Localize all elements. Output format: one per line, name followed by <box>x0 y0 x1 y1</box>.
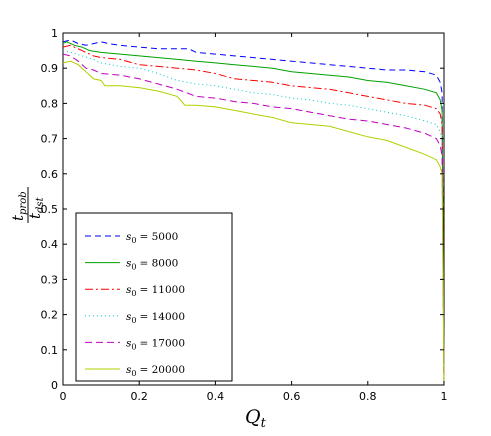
x-tick-label: 0.6 <box>283 390 301 403</box>
y-tick-label: 0.1 <box>41 344 59 357</box>
x-tick-label: 0 <box>60 390 67 403</box>
legend-sub: 0 <box>131 316 136 325</box>
legend-label-1: s0 = 5000 <box>126 231 178 245</box>
legend-value: = 5000 <box>139 231 178 243</box>
series-layer <box>62 39 445 386</box>
y-tick-label: 0.3 <box>41 273 59 286</box>
x-tick-label: 0.2 <box>130 390 148 403</box>
series-line-2 <box>62 41 445 386</box>
svg-text:tdst: tdst <box>26 196 46 219</box>
legend-label-5: s0 = 17000 <box>126 337 185 351</box>
legend-sub: 0 <box>131 369 136 378</box>
y-tick-label: 0.4 <box>41 238 59 251</box>
legend-value: = 11000 <box>139 284 185 296</box>
legend-sub: 0 <box>131 263 136 272</box>
legend-var: s <box>126 284 132 296</box>
legend-label-6: s0 = 20000 <box>126 364 185 378</box>
y-tick-label: 0 <box>51 379 58 392</box>
legend-value: = 20000 <box>139 364 185 376</box>
x-axis-label-sub: t <box>261 416 267 431</box>
legend-label-2: s0 = 8000 <box>126 258 178 272</box>
legend-label-3: s0 = 11000 <box>126 284 185 298</box>
y-axis-label-denominator: dst <box>35 196 46 213</box>
y-axis-label: tprob tdst <box>9 187 46 223</box>
x-tick-label: 0.4 <box>207 390 225 403</box>
legend-sub: 0 <box>131 289 136 298</box>
legend-label-4: s0 = 14000 <box>126 311 185 325</box>
legend-var: s <box>126 231 132 243</box>
legend-var: s <box>126 311 132 323</box>
x-axis-label-var: Q <box>245 406 261 428</box>
y-tick-label: 0.9 <box>41 62 59 75</box>
y-tick-label: 1 <box>51 27 58 40</box>
y-axis-label-numerator: prob <box>18 191 29 215</box>
svg-text:tprob: tprob <box>9 191 29 221</box>
legend-box <box>75 212 233 382</box>
ticks-layer: 0 0.2 0.4 0.6 0.8 1 0 0.1 0.2 0.3 0.4 0.5 0.6 0.7 0.8 0… <box>41 27 448 403</box>
series-line-1 <box>62 39 445 386</box>
y-tick-label: 0.8 <box>41 97 59 110</box>
y-axis-label-var-top: t <box>9 214 27 221</box>
legend-var: s <box>126 364 132 376</box>
x-tick-label: 0.8 <box>359 390 377 403</box>
legend-value: = 14000 <box>139 311 185 323</box>
series-line-3 <box>62 44 445 386</box>
x-axis-label: Qt <box>245 406 267 431</box>
y-tick-label: 0.2 <box>41 309 59 322</box>
legend-var: s <box>126 258 132 270</box>
legend-var: s <box>126 337 132 349</box>
legend-sub: 0 <box>131 342 136 351</box>
x-tick-label: 1 <box>441 390 448 403</box>
legend-value: = 17000 <box>139 337 185 349</box>
y-tick-label: 0.6 <box>41 168 59 181</box>
y-tick-label: 0.5 <box>41 203 59 216</box>
y-axis-label-var-bottom: t <box>26 212 44 219</box>
series-line-6 <box>62 60 445 386</box>
series-line-5 <box>62 53 445 386</box>
y-tick-label: 0.7 <box>41 133 59 146</box>
legend-sub: 0 <box>131 236 136 245</box>
legend-value: = 8000 <box>139 258 178 270</box>
